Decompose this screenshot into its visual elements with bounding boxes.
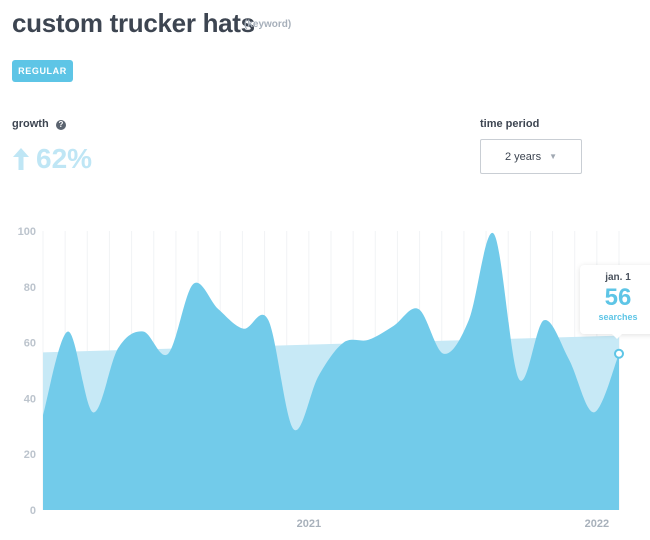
growth-label: growth: [12, 118, 49, 130]
page-title: custom trucker hats: [12, 8, 255, 38]
up-arrow-icon: [13, 148, 29, 170]
time-period-label: time period: [480, 118, 540, 130]
time-period-value: 2 years: [505, 150, 542, 163]
y-tick-label: 80: [24, 282, 36, 294]
time-period-select[interactable]: 2 years ▼: [480, 139, 582, 174]
regular-badge-button[interactable]: REGULAR: [12, 60, 73, 82]
y-tick-label: 60: [24, 338, 36, 350]
keyword-tag: (keyword): [244, 19, 292, 30]
x-tick-label: 2021: [297, 518, 321, 530]
growth-percent: 62%: [36, 143, 93, 174]
chart-tooltip: jan. 1 56 searches: [580, 265, 650, 334]
chevron-down-icon: ▼: [549, 152, 557, 161]
tooltip-date: jan. 1: [605, 272, 631, 283]
tooltip-unit: searches: [598, 312, 638, 322]
tooltip-value: 56: [604, 284, 632, 311]
y-tick-label: 20: [24, 449, 36, 461]
y-tick-label: 100: [18, 226, 36, 238]
search-volume-area: [43, 232, 619, 510]
highlight-point: [614, 348, 624, 359]
growth-value: 62%: [12, 143, 92, 175]
help-icon[interactable]: ?: [56, 120, 66, 130]
x-tick-label: 2022: [585, 518, 609, 530]
tooltip-pointer: [611, 333, 623, 339]
y-tick-label: 40: [24, 393, 36, 405]
y-tick-label: 0: [30, 505, 36, 517]
